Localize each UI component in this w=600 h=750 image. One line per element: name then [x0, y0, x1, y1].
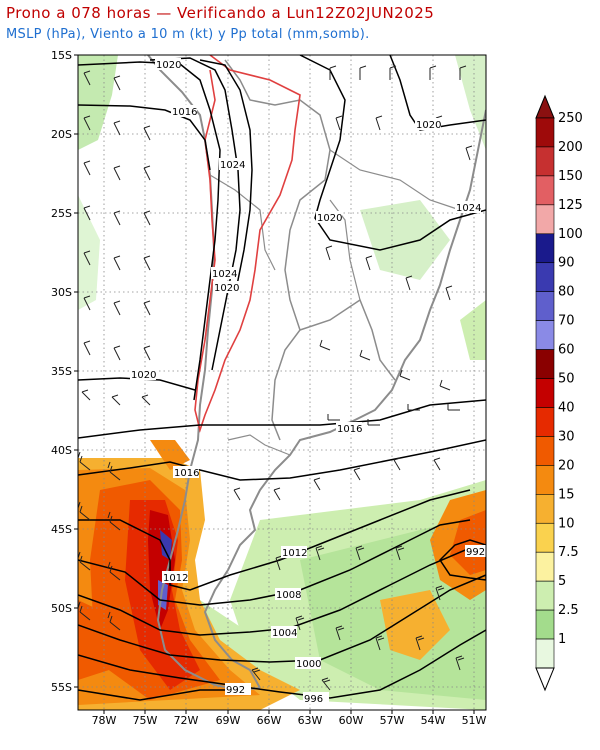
colorbar-cell — [535, 378, 555, 408]
lon-label: 60W — [339, 714, 364, 727]
lon-label: 54W — [421, 714, 446, 727]
isobar-label: 1020 — [214, 283, 239, 294]
colorbar-label: 40 — [558, 400, 575, 415]
lat-label: 15S — [51, 49, 72, 62]
colorbar-label: 50 — [558, 372, 575, 387]
isobar-label: 996 — [304, 694, 323, 705]
lon-label: 78W — [92, 714, 117, 727]
colorbar-label: 90 — [558, 256, 575, 271]
chart-subtitle: MSLP (hPa), Viento a 10 m (kt) y Pp tota… — [6, 27, 370, 42]
colorbar: 250 200 150 125 100 90 80 70 60 50 40 30 20 15 10 7.5 5 2… — [535, 94, 583, 692]
lon-label: 51W — [462, 714, 487, 727]
lon-label: 66W — [257, 714, 282, 727]
lon-label: 75W — [133, 714, 158, 727]
isobar-labels: 1020 1016 1024 1020 1024 1020 1024 1020 … — [130, 58, 486, 705]
colorbar-cell — [535, 551, 555, 582]
isobar-label: 1012 — [282, 548, 307, 559]
isobar-label: 1012 — [163, 573, 188, 584]
andes-topo-contour — [194, 55, 301, 433]
isobar-label: 992 — [466, 547, 485, 558]
colorbar-cell — [535, 522, 555, 553]
colorbar-label: 1 — [558, 632, 566, 647]
map-area: 1020 1016 1024 1020 1024 1020 1024 1020 … — [78, 55, 486, 710]
colorbar-arrow-top — [535, 94, 555, 119]
colorbar-cell — [535, 349, 555, 379]
colorbar-cell — [535, 291, 555, 321]
isobar-label: 1008 — [276, 590, 301, 601]
isobar-label: 1000 — [296, 659, 321, 670]
colorbar-cell — [535, 146, 555, 177]
colorbar-label: 250 — [558, 111, 583, 126]
colorbar-label: 70 — [558, 314, 575, 329]
map-frame — [77, 54, 487, 711]
chart-title: Prono a 078 horas — Verificando a Lun12Z… — [6, 4, 435, 22]
isobar-label: 1024 — [456, 203, 481, 214]
lon-label: 72W — [174, 714, 199, 727]
colorbar-label: 60 — [558, 343, 575, 358]
isobar-label: 1020 — [416, 120, 441, 131]
lon-label: 63W — [298, 714, 323, 727]
lat-label: 20S — [51, 128, 72, 141]
isobar-label: 1016 — [172, 107, 197, 118]
lat-label: 40S — [51, 444, 72, 457]
colorbar-cell — [535, 638, 555, 669]
wind-barbs — [78, 65, 473, 691]
colorbar-cell — [535, 320, 555, 350]
lon-label: 69W — [216, 714, 241, 727]
isobar-label: 1024 — [220, 160, 245, 171]
colorbar-label: 200 — [558, 140, 583, 155]
colorbar-label: 5 — [558, 574, 566, 589]
colorbar-cell — [535, 436, 555, 466]
colorbar-cell — [535, 580, 555, 611]
isobar-label: 1016 — [337, 424, 362, 435]
colorbar-cell — [535, 494, 555, 524]
colorbar-label: 100 — [558, 227, 583, 242]
longitude-labels: 78W 75W 72W 69W 66W 63W 60W 57W 54W 51W — [92, 710, 487, 727]
isobar-label: 1024 — [212, 269, 237, 280]
colorbar-label: 15 — [558, 487, 575, 502]
isobar-label: 1020 — [317, 213, 342, 224]
isobar-label: 992 — [226, 685, 245, 696]
colorbar-label: 150 — [558, 169, 583, 184]
colorbar-cell — [535, 204, 555, 235]
lon-label: 57W — [380, 714, 405, 727]
isobar-label: 1004 — [272, 628, 297, 639]
colorbar-label: 30 — [558, 429, 575, 444]
colorbar-arrow-bottom — [535, 667, 555, 692]
latitude-labels: 15S 20S 25S 30S 35S 40S 45S 50S 55S — [51, 49, 78, 694]
isobar-label: 1020 — [156, 60, 181, 71]
colorbar-cell — [535, 175, 555, 206]
lat-label: 45S — [51, 523, 72, 536]
colorbar-label: 80 — [558, 285, 575, 300]
colorbar-label: 20 — [558, 458, 575, 473]
isobar-label: 1016 — [174, 468, 199, 479]
lat-label: 50S — [51, 602, 72, 615]
colorbar-cell — [535, 465, 555, 495]
colorbar-cell — [535, 117, 555, 148]
isobar-label: 1020 — [131, 370, 156, 381]
colorbar-label: 2.5 — [558, 603, 579, 618]
lat-label: 55S — [51, 681, 72, 694]
colorbar-cell — [535, 262, 555, 292]
colorbar-label: 10 — [558, 516, 575, 531]
colorbar-cell — [535, 233, 555, 264]
lat-label: 30S — [51, 286, 72, 299]
colorbar-cell — [535, 407, 555, 437]
lat-label: 25S — [51, 207, 72, 220]
colorbar-label: 125 — [558, 198, 583, 213]
colorbar-cell — [535, 609, 555, 640]
colorbar-label: 7.5 — [558, 545, 579, 560]
lat-label: 35S — [51, 365, 72, 378]
